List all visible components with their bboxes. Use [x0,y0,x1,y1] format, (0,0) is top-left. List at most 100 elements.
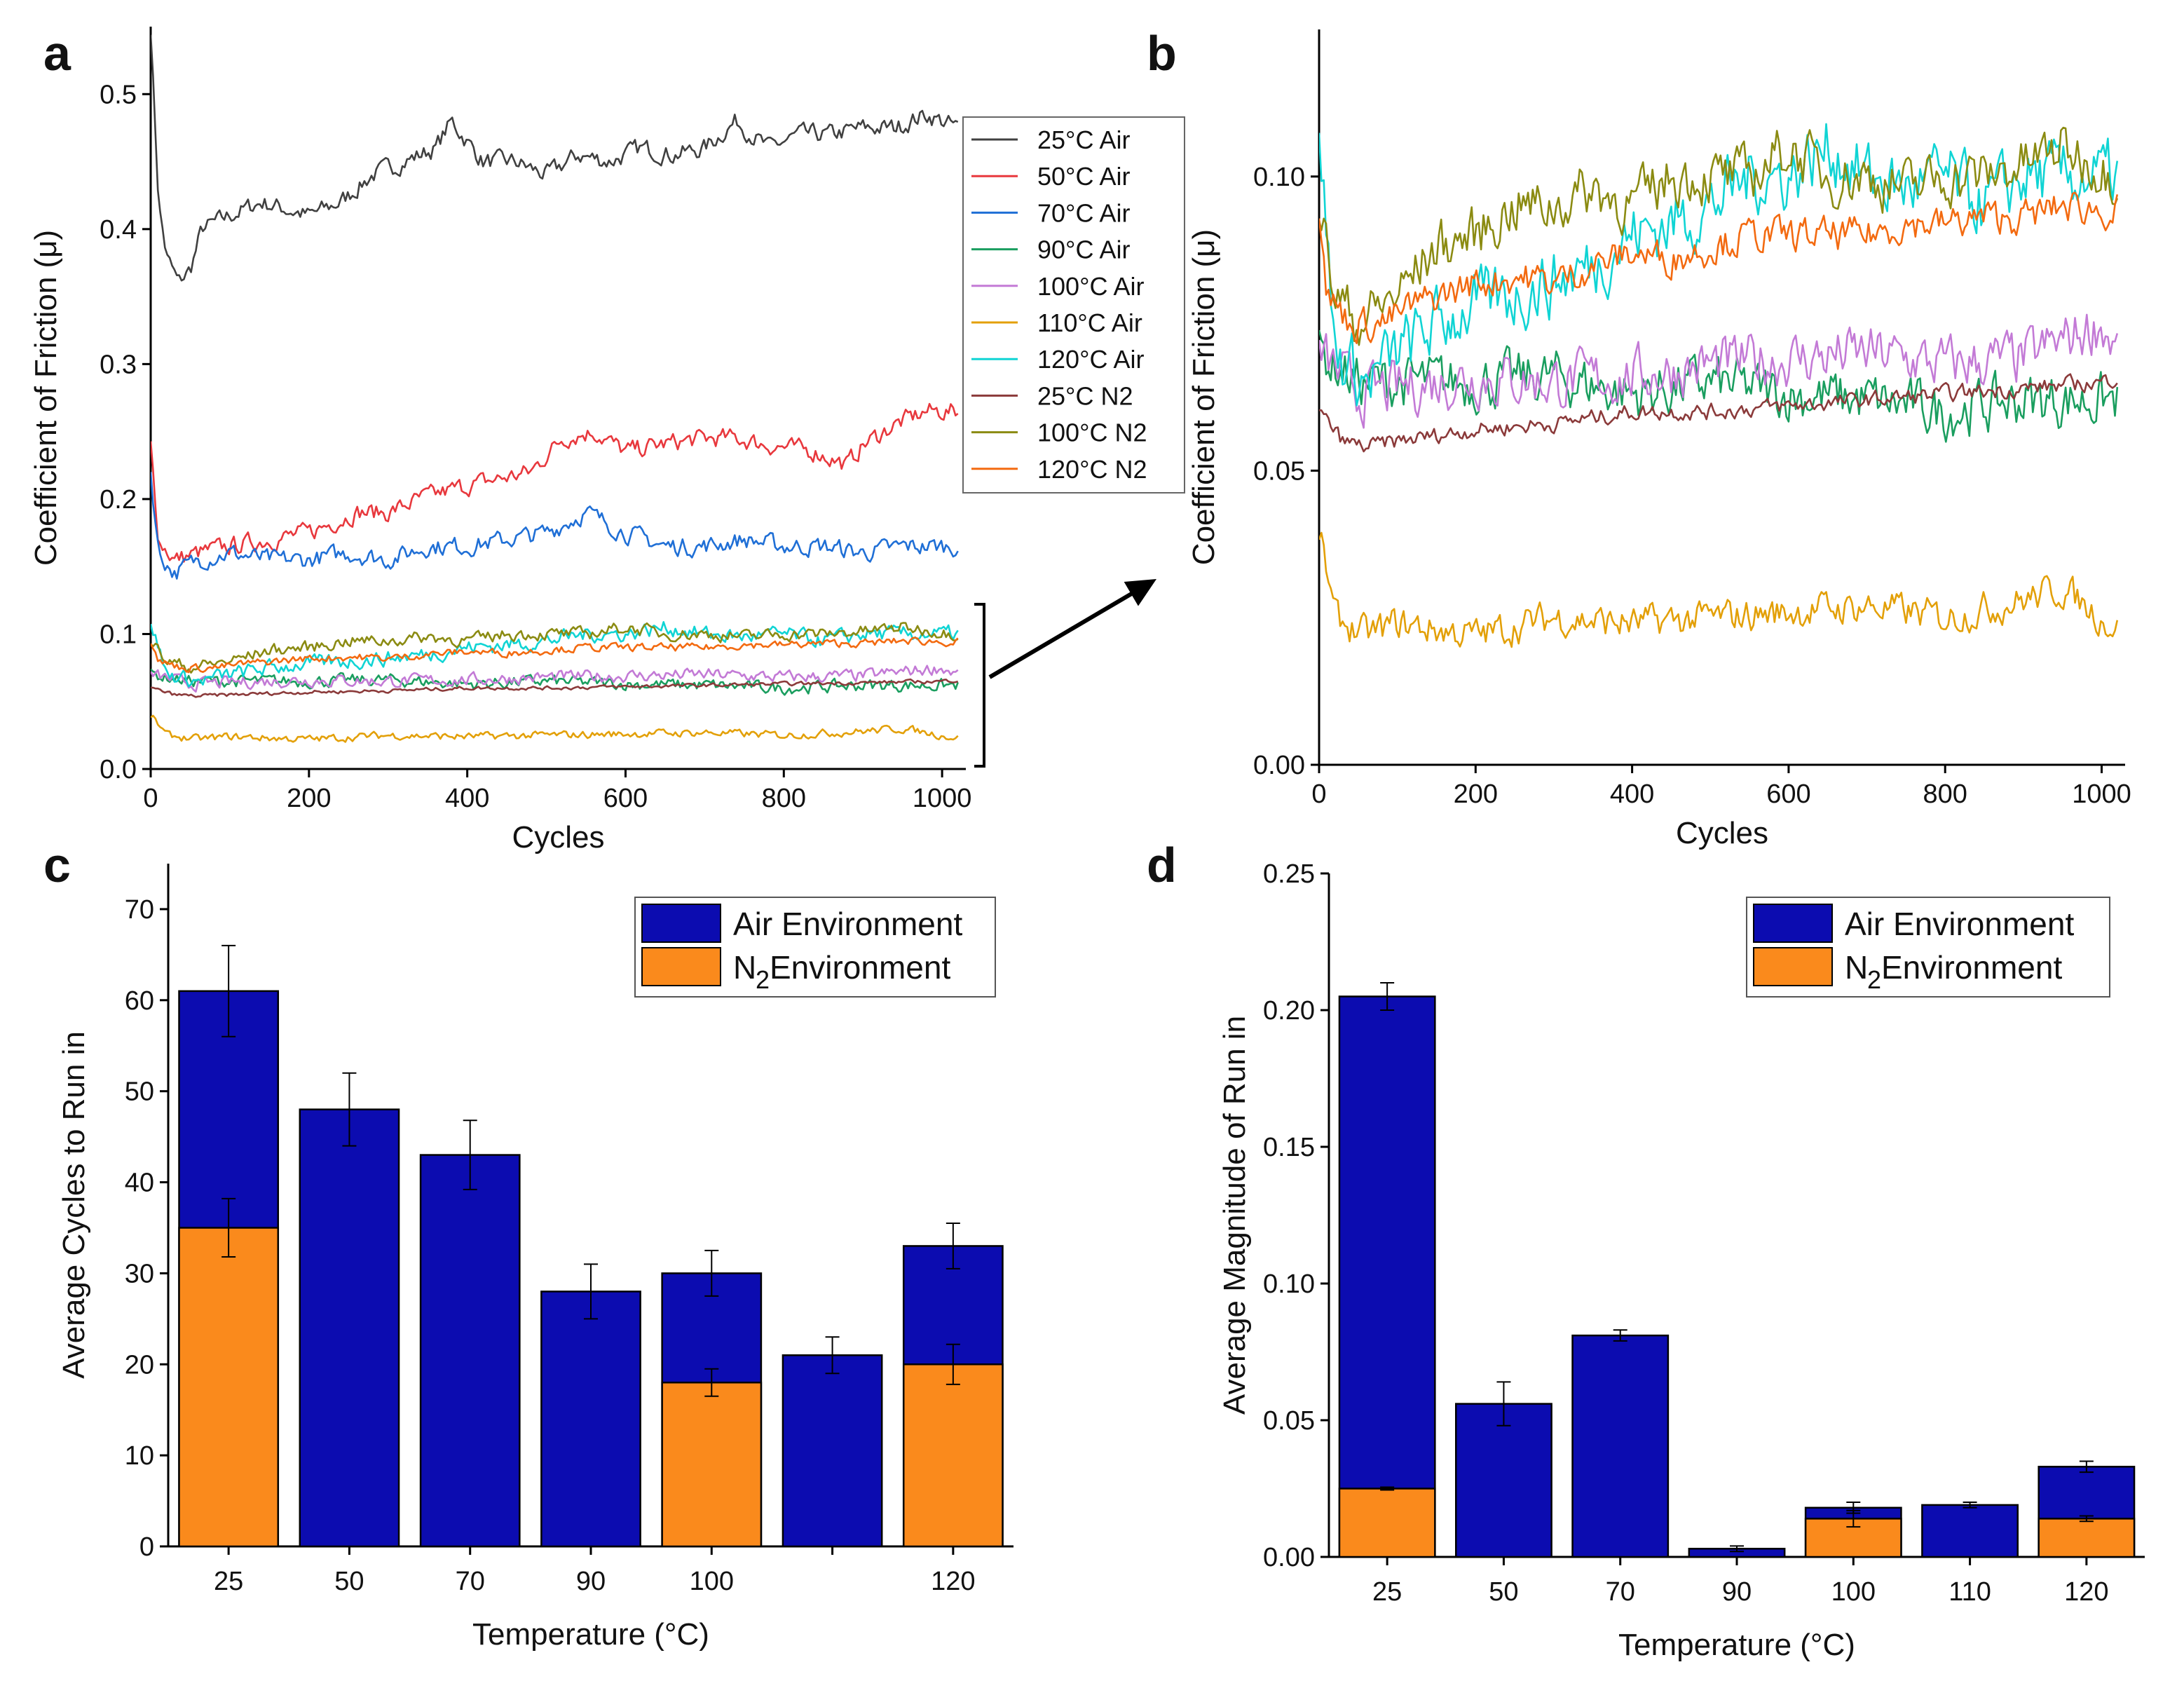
y-tick-label: 0.3 [100,350,137,379]
bar-n2 [1338,1488,1436,1558]
x-axis-title: Cycles [1676,816,1768,850]
x-tick-label: 110 [1948,1577,1991,1607]
legend-label: 100°C Air [1037,272,1144,301]
x-tick-label: 400 [445,784,489,813]
x-tick-label: 0 [143,784,158,813]
zoom-arrow-head [1124,579,1156,606]
legend-swatch-air [1753,904,1833,943]
panel-letter-c: c [43,838,71,892]
y-axis-title: Average Magnitude of Run in [1217,1016,1252,1415]
y-tick-label: 0.05 [1253,456,1305,486]
zoom-arrow-shaft [988,586,1142,679]
legend-label-rest: Environment [770,949,950,986]
x-tick-label: 90 [1722,1577,1752,1607]
y-axis-title: Average Cycles to Run in [57,1031,91,1379]
bar-air [419,1154,521,1548]
x-tick-label: 120 [931,1567,975,1596]
legend-label: Air Environment [733,906,962,942]
series-line [1319,373,2118,453]
x-tick-label: 800 [762,784,806,813]
y-tick-label: 0.0 [100,755,137,784]
legend-label-subscript: 2 [1867,965,1881,994]
legend-label-subscript: 2 [756,965,770,994]
y-tick-label: 0.25 [1263,859,1315,889]
bar-air [1455,1403,1552,1558]
legend-label-n: N [1845,949,1868,986]
bar-n2 [661,1381,763,1548]
legend-label: 120°C N2 [1037,455,1147,484]
panel-letter-d: d [1147,838,1177,892]
panel-a: a 0 200 400 600 800 1000 0.0 0.1 0.2 0.3 0.4 0.5 Cyc… [29,26,1185,855]
x-axis-title: Temperature (°C) [472,1617,709,1652]
panel-d: d 0.00 0.05 0.10 0.15 0.20 0.25 25 50 70 90 100 110… [1147,838,2145,1662]
y-tick-label: 0.2 [100,485,137,515]
legend-label: 120°C Air [1037,345,1144,374]
series-line [1319,313,2119,429]
legend-swatch-air [641,904,721,943]
bar-air [299,1108,400,1548]
y-axis-title: Coefficient of Friction (μ) [29,230,63,566]
x-tick-label: 50 [1489,1577,1518,1607]
x-tick-label: 70 [456,1567,485,1596]
y-tick-label: 0.00 [1263,1543,1315,1572]
series-line [1319,531,2119,648]
bar-air [540,1291,641,1548]
x-tick-label: 100 [1831,1577,1876,1607]
y-tick-label: 30 [125,1259,154,1288]
bar-air [1338,995,1436,1558]
x-tick-label: 200 [287,784,331,813]
legend-swatch-n2 [641,947,721,986]
y-tick-label: 0.00 [1253,751,1305,780]
series-line [151,637,959,674]
y-tick-label: 0 [139,1532,154,1562]
legend-label: 100°C N2 [1037,418,1147,447]
series-line [1319,123,2119,407]
x-tick-label: 1000 [913,784,972,813]
y-tick-label: 0.1 [100,620,137,649]
series-line [151,665,959,693]
x-tick-label: 0 [1311,780,1326,809]
x-tick-label: 50 [334,1567,364,1596]
legend-label: 25°C Air [1037,125,1130,154]
x-tick-label: 200 [1454,780,1498,809]
legend-label: 90°C Air [1037,236,1130,264]
series-group [151,34,959,743]
series-line [151,622,959,674]
y-tick-label: 0.10 [1263,1270,1315,1299]
series-line [151,678,959,698]
series-line [151,34,959,282]
x-tick-label: 25 [214,1567,243,1596]
series-line [1319,329,2119,443]
legend-label: Air Environment [1845,906,2074,942]
legend-label: 50°C Air [1037,162,1130,191]
legend-label-rest: Environment [1881,949,2062,986]
y-axis-title: Coefficient of Friction (μ) [1187,229,1221,565]
legend-swatch-n2 [1753,947,1833,986]
bar-n2 [178,1227,280,1548]
x-tick-label: 600 [1766,780,1810,809]
y-tick-label: 70 [125,895,154,925]
series-line [151,402,959,563]
series-line [151,668,959,696]
legend-label: 25°C N2 [1037,381,1133,410]
series-line [151,472,959,580]
y-tick-label: 50 [125,1077,154,1107]
bar-air [782,1354,883,1548]
legend-box [962,116,1185,494]
y-tick-label: 0.4 [100,215,137,245]
x-tick-label: 1000 [2072,780,2131,809]
y-tick-label: 0.05 [1263,1406,1315,1436]
y-tick-label: 10 [125,1441,154,1471]
series-group [1319,123,2119,648]
panel-letter-a: a [43,26,71,81]
y-tick-label: 60 [125,986,154,1016]
panel-letter-b: b [1147,26,1177,81]
legend-label: 70°C Air [1037,198,1130,227]
x-axis-title: Cycles [512,820,604,855]
bar-air [1921,1504,2019,1558]
panel-c: c 0 10 20 30 40 50 60 70 25 50 70 90 100 120 Temperatu… [43,838,1013,1652]
x-tick-label: 25 [1372,1577,1402,1607]
y-tick-label: 0.15 [1263,1133,1315,1162]
y-tick-label: 40 [125,1169,154,1198]
